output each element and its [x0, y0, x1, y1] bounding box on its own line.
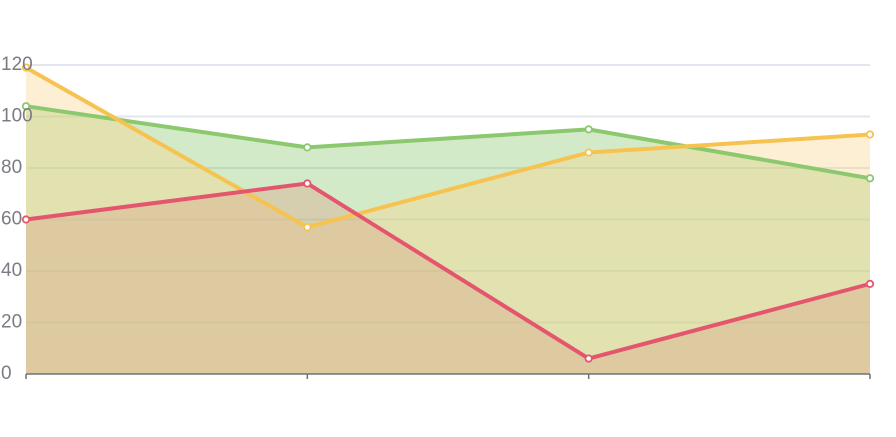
y-tick-label-60: 60 [1, 209, 22, 230]
y-tick-label-100: 100 [1, 106, 33, 127]
point-green-0 [21, 102, 31, 111]
line-green [24, 104, 872, 181]
area-red [26, 183, 870, 374]
point-red-1 [303, 179, 312, 188]
line-yellow [24, 65, 872, 230]
series-areas [26, 67, 870, 374]
y-axis-labels: 0 20 40 60 80 100 120 [1, 54, 33, 384]
y-tick-label-80: 80 [1, 157, 22, 178]
point-red-2 [584, 354, 593, 363]
point-green-1 [303, 143, 312, 152]
y-tick-label-40: 40 [1, 260, 22, 281]
point-red-3 [865, 279, 875, 288]
y-tick-label-120: 120 [1, 54, 33, 75]
y-tick-label-0: 0 [1, 363, 12, 384]
line-red [24, 181, 872, 361]
point-yellow-1 [303, 223, 312, 232]
area-green [26, 106, 870, 374]
point-red-0 [21, 215, 31, 224]
series-lines [24, 65, 872, 361]
point-yellow-0 [21, 63, 31, 72]
point-yellow-2 [584, 148, 593, 157]
point-green-3 [865, 174, 875, 183]
series-points [21, 63, 875, 363]
area-yellow [26, 67, 870, 374]
point-yellow-3 [865, 130, 875, 139]
y-tick-label-20: 20 [1, 312, 22, 333]
x-axis [25, 373, 871, 379]
point-green-2 [584, 125, 593, 134]
